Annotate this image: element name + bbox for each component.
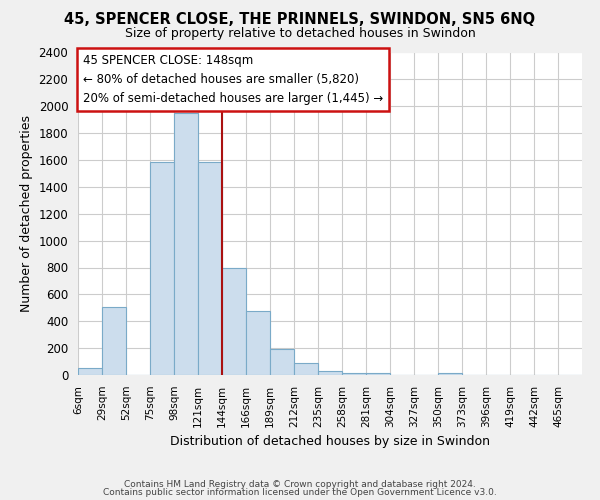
Bar <box>174 113 198 375</box>
Bar <box>318 371 342 375</box>
Bar <box>366 373 390 375</box>
Text: Contains HM Land Registry data © Crown copyright and database right 2024.: Contains HM Land Registry data © Crown c… <box>124 480 476 489</box>
Bar <box>342 373 366 375</box>
Bar <box>246 311 270 375</box>
Bar <box>78 368 102 375</box>
Bar <box>222 268 246 375</box>
Bar <box>102 307 126 375</box>
Text: 45 SPENCER CLOSE: 148sqm
← 80% of detached houses are smaller (5,820)
20% of sem: 45 SPENCER CLOSE: 148sqm ← 80% of detach… <box>83 54 383 105</box>
Bar <box>198 162 222 375</box>
Text: 45, SPENCER CLOSE, THE PRINNELS, SWINDON, SN5 6NQ: 45, SPENCER CLOSE, THE PRINNELS, SWINDON… <box>64 12 536 28</box>
Y-axis label: Number of detached properties: Number of detached properties <box>20 116 33 312</box>
Bar <box>270 349 294 375</box>
Bar <box>150 162 174 375</box>
Text: Contains public sector information licensed under the Open Government Licence v3: Contains public sector information licen… <box>103 488 497 497</box>
Bar <box>438 373 462 375</box>
Bar <box>294 363 318 375</box>
Text: Size of property relative to detached houses in Swindon: Size of property relative to detached ho… <box>125 28 475 40</box>
X-axis label: Distribution of detached houses by size in Swindon: Distribution of detached houses by size … <box>170 435 490 448</box>
